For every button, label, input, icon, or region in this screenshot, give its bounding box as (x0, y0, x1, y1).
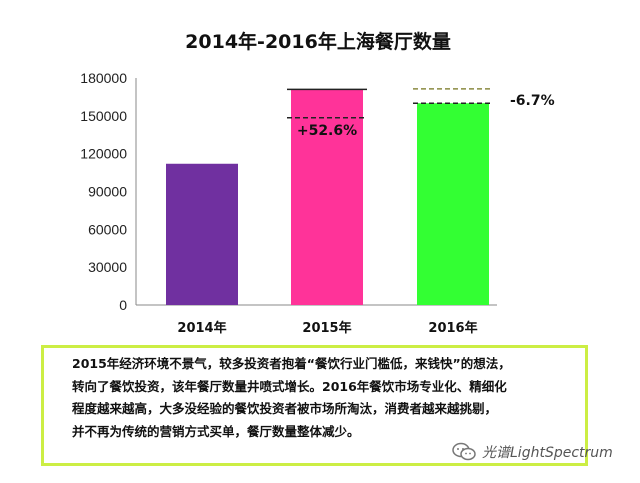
growth-label-2016: -6.7% (510, 93, 555, 109)
bar-3 (417, 103, 489, 305)
growth-label-2015: +52.6% (297, 123, 357, 139)
chart-title: 2014年-2016年上海餐厅数量 (185, 30, 451, 53)
y-tick-label: 120000 (80, 146, 127, 162)
annotation-line: 2015年经济环境不景气，较多投资者抱着“餐饮行业门槛低，来钱快”的想法， (72, 356, 511, 371)
y-tick-label: 150000 (80, 108, 127, 124)
annotation-line: 程度越来越高，大多没经验的餐饮投资者被市场所淘汰，消费者越来越挑剔， (72, 401, 498, 416)
bar-1 (166, 163, 238, 305)
bar-2 (291, 89, 363, 305)
x-tick-label: 2016年 (428, 320, 477, 336)
x-tick-label: 2015年 (302, 320, 351, 336)
watermark-text: 光谱LightSpectrum (482, 445, 613, 461)
annotation-box (41, 345, 588, 466)
y-tick-label: 60000 (88, 221, 127, 237)
y-tick-label: 0 (119, 297, 127, 313)
y-tick-label: 90000 (88, 184, 127, 200)
y-tick-label: 30000 (88, 259, 127, 275)
y-tick-label: 180000 (80, 70, 127, 86)
wechat-icon (452, 442, 476, 461)
watermark: 光谱LightSpectrum (452, 440, 613, 464)
annotation-text: 2015年经济环境不景气，较多投资者抱着“餐饮行业门槛低，来钱快”的想法， 转向… (72, 353, 572, 443)
annotation-line: 并不再为传统的营销方式买单，餐厅数量整体减少。 (72, 423, 360, 439)
x-tick-label: 2014年 (177, 320, 226, 336)
annotation-line: 转向了餐饮投资，该年餐厅数量井喷式增长。2016年餐饮市场专业化、精细化 (72, 378, 507, 394)
